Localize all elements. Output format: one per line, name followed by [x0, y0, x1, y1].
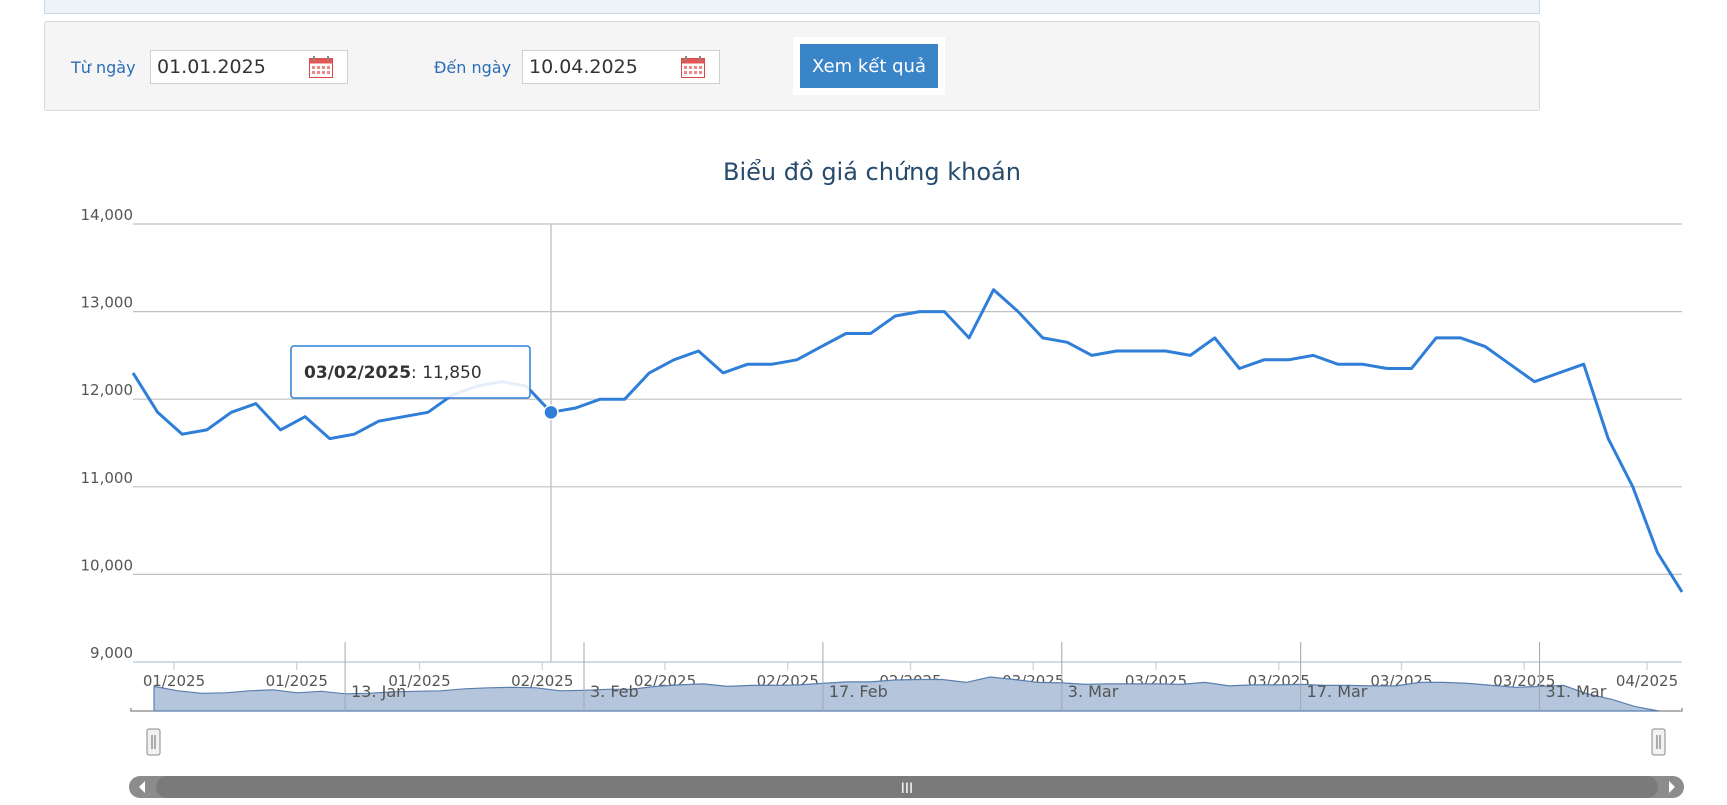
scroll-right-arrow-icon[interactable] [1669, 781, 1675, 793]
tooltip: 03/02/2025: 11,850 [290, 345, 531, 399]
navigator-series-area [153, 676, 1660, 712]
price-series-line [131, 288, 1684, 593]
scrollbar[interactable]: III [129, 776, 1684, 798]
top-strip [44, 0, 1540, 14]
calendar-icon[interactable] [681, 56, 705, 78]
svg-text:03/02/2025: 11,850: 03/02/2025: 11,850 [304, 363, 482, 383]
from-date-input[interactable] [151, 51, 307, 83]
scrollbar-grip-icon: III [901, 781, 913, 797]
navigator-label: 3. Mar [1068, 682, 1119, 701]
y-axis-ticks: 14,000 13,000 12,000 11,000 10,000 9,000 [81, 206, 134, 662]
navigator-right-handle[interactable] [1651, 728, 1666, 756]
chart-title: Biểu đồ giá chứng khoán [723, 158, 1021, 186]
y-tick-label: 11,000 [81, 469, 134, 487]
date-filter-panel: Từ ngày Đến ngày Xem kết quả [44, 21, 1540, 111]
tooltip-value: 11,850 [422, 363, 481, 383]
x-tick-label: 02/2025 [511, 672, 573, 690]
tooltip-date: 03/02/2025 [304, 363, 411, 383]
calendar-icon[interactable] [309, 56, 333, 78]
hover-point-marker [543, 404, 559, 421]
y-tick-label: 13,000 [81, 294, 134, 312]
y-tick-label: 9,000 [90, 644, 133, 662]
x-tick-label: 04/2025 [1616, 672, 1678, 690]
submit-button-frame: Xem kết quả [793, 37, 945, 95]
to-date-label: Đến ngày [434, 58, 512, 77]
view-results-button[interactable]: Xem kết quả [800, 44, 938, 88]
y-tick-label: 12,000 [81, 381, 134, 399]
navigator-label: 3. Feb [590, 682, 639, 701]
x-tick-label: 01/2025 [266, 672, 328, 690]
scroll-left-arrow-icon[interactable] [139, 781, 145, 793]
y-tick-label: 14,000 [81, 206, 134, 224]
navigator-label: 13. Jan [351, 682, 406, 701]
x-tick-label: 01/2025 [143, 672, 205, 690]
stock-price-chart: Biểu đồ giá chứng khoán 14,000 13,000 12,0… [81, 158, 1684, 798]
y-tick-label: 10,000 [81, 556, 134, 574]
navigator-label: 17. Mar [1307, 682, 1368, 701]
navigator[interactable]: 13. Jan 3. Feb 17. Feb 3. Mar 17. Mar 31. Mar [130, 642, 1683, 756]
from-date-label: Từ ngày [71, 58, 136, 77]
to-date-field[interactable] [522, 50, 720, 84]
grid-lines [133, 223, 1682, 663]
x-tick-label: 01/2025 [388, 672, 450, 690]
navigator-date-labels: 13. Jan 3. Feb 17. Feb 3. Mar 17. Mar 31. Mar [344, 642, 1607, 711]
navigator-outline [130, 708, 1683, 712]
navigator-label: 17. Feb [829, 682, 888, 701]
navigator-left-handle[interactable] [146, 728, 161, 756]
from-date-field[interactable] [150, 50, 348, 84]
scrollbar-thumb[interactable] [156, 776, 1658, 798]
to-date-input[interactable] [523, 51, 679, 83]
navigator-label: 31. Mar [1546, 682, 1607, 701]
